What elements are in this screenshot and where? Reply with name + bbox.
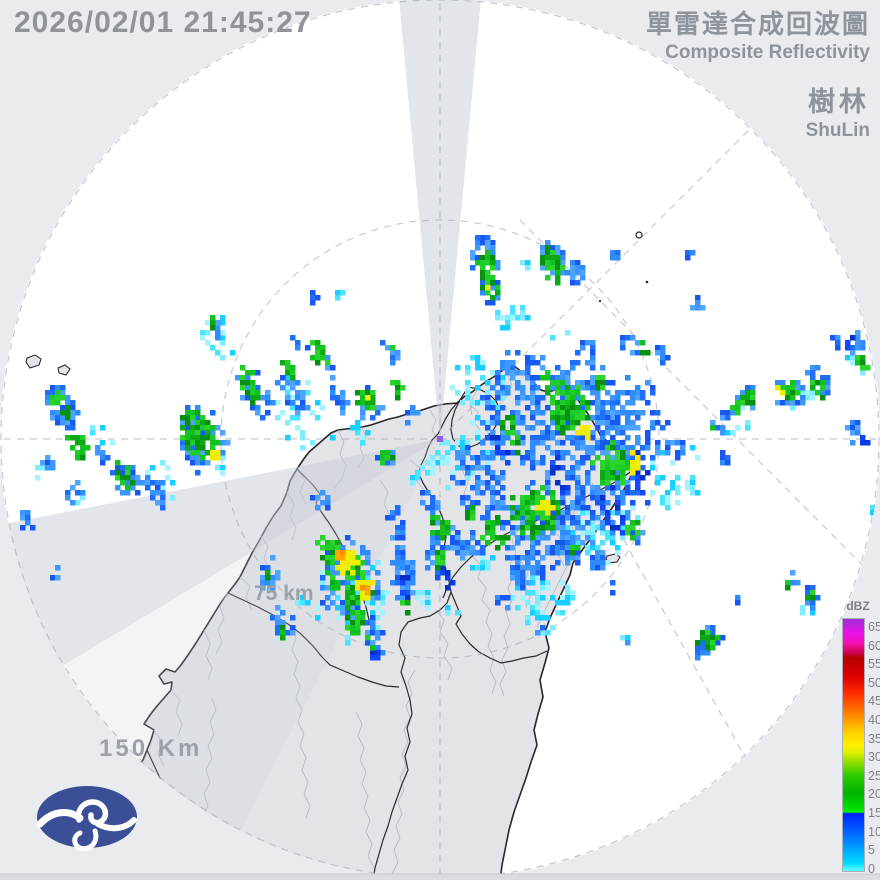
- colorbar-tick: 15: [868, 806, 880, 820]
- colorbar-tick: 10: [868, 824, 880, 839]
- colorbar-tick: 50: [868, 675, 880, 690]
- radar-site-marker: [437, 436, 443, 442]
- colorbar-tick: 5: [868, 843, 875, 858]
- echo-layer: [20, 235, 880, 661]
- ring-75km: [220, 219, 660, 659]
- ring-75km-label: 75 km: [254, 582, 314, 605]
- colorbar-tick: 0: [868, 861, 875, 876]
- product-title-zh: 單雷達合成回波圖: [645, 9, 870, 39]
- colorbar-tick: 45: [868, 694, 880, 709]
- colorbar-title: dBZ: [846, 599, 870, 613]
- cwb-logo: [36, 786, 137, 852]
- colorbar-tick: 65: [868, 620, 880, 634]
- colorbar-tick: 60: [868, 638, 880, 653]
- blocked-sector-southwest: [0, 439, 440, 681]
- colorbar-tick: 55: [868, 657, 880, 672]
- colorbar: [842, 618, 865, 872]
- station-name-en: ShuLin: [805, 120, 870, 141]
- title-block: 單雷達合成回波圖 Composite Reflectivity 樹林 ShuLi…: [646, 4, 870, 142]
- product-title-en: Composite Reflectivity: [665, 42, 870, 63]
- colorbar-tick: 30: [868, 750, 880, 765]
- colorbar-tick: 25: [868, 768, 880, 783]
- timestamp: 2026/02/01 21:45:27: [14, 6, 312, 39]
- colorbar-tick: 20: [868, 787, 880, 802]
- town-markers: [598, 231, 649, 303]
- station-name-zh: 樹林: [808, 87, 870, 117]
- colorbar-tick: 35: [868, 731, 880, 746]
- bottom-frame-strip: [0, 874, 880, 880]
- cwb-logo-swirl: [36, 799, 137, 852]
- ring-150km-label: 150 Km: [99, 735, 203, 762]
- colorbar-tick: 40: [868, 713, 880, 727]
